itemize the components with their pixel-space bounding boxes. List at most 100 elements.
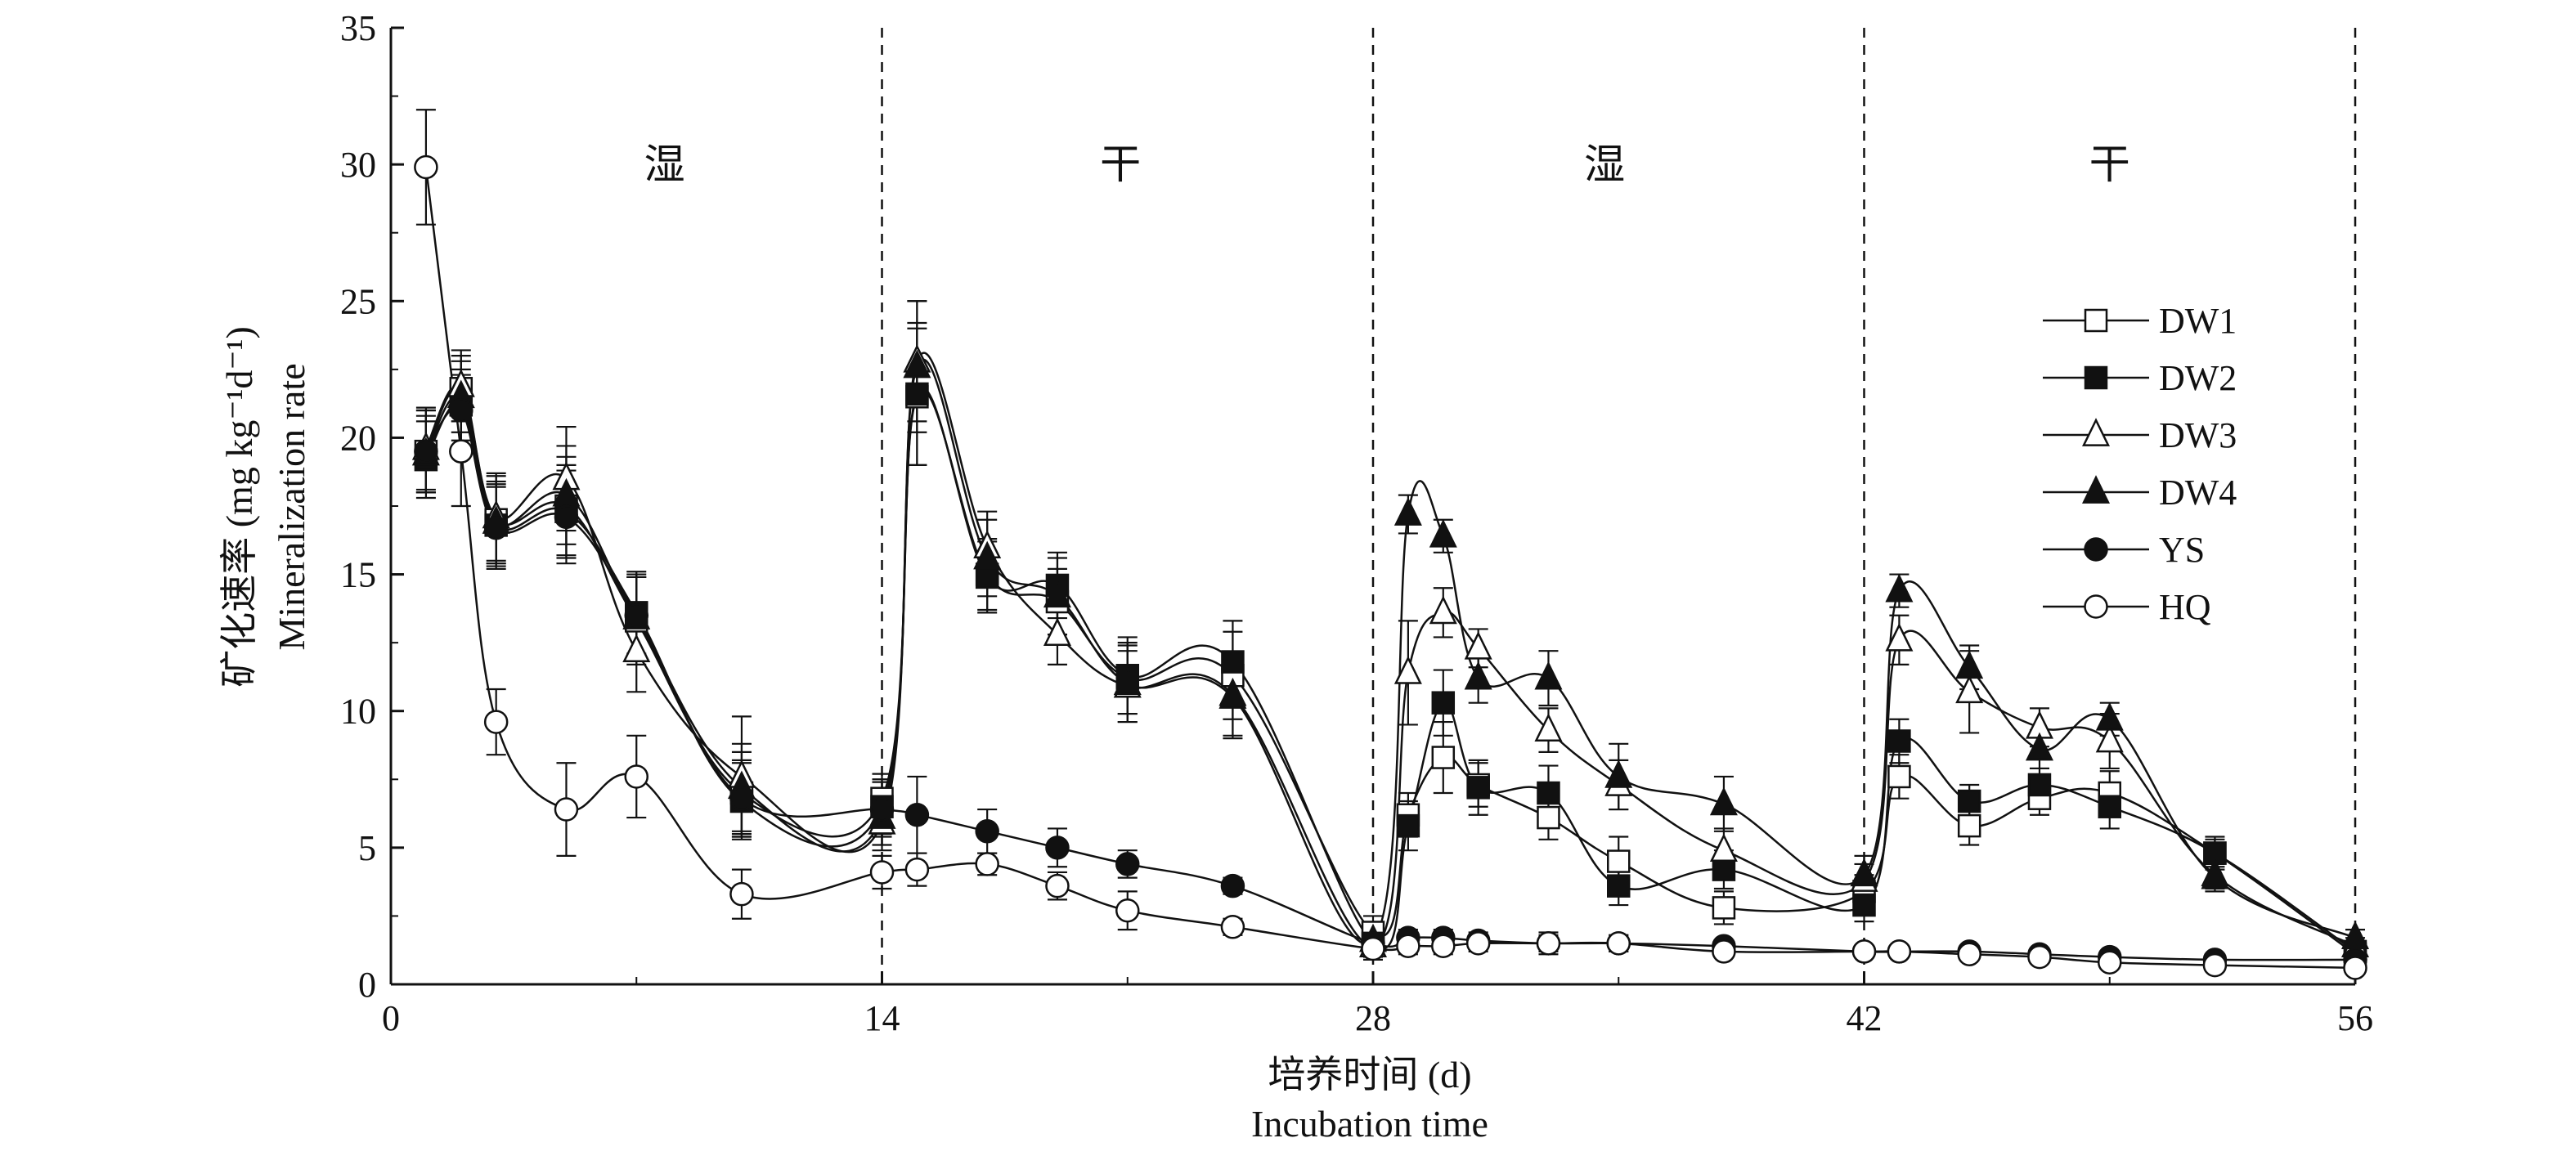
point-ys-9 [1045, 836, 1070, 860]
point-dw3-4 [622, 634, 651, 663]
point-dw2-20 [1887, 729, 1911, 753]
point-hq-18 [1712, 939, 1736, 964]
point-hq-7 [904, 857, 930, 882]
series-line-dw1 [424, 386, 2356, 956]
point-dw2-18 [1712, 858, 1736, 881]
point-dw3-13 [1393, 656, 1422, 684]
point-ys-5 [729, 786, 754, 811]
point-dw4-23 [2095, 701, 2124, 731]
point-ys-3 [554, 504, 579, 530]
y-tick-label-6: 30 [340, 145, 376, 185]
point-hq-23 [2098, 950, 2122, 975]
legend-label-dw2: DW2 [2159, 358, 2237, 398]
point-dw4-20 [1885, 573, 1914, 603]
point-hq-6 [869, 860, 895, 885]
point-ys-8 [975, 819, 999, 844]
legend-label-hq: HQ [2159, 587, 2211, 627]
point-hq-10 [1115, 898, 1140, 923]
point-dw4-17 [1604, 759, 1633, 788]
point-hq-15 [1465, 931, 1491, 956]
point-hq-4 [624, 764, 648, 789]
legend-label-dw3: DW3 [2159, 415, 2237, 455]
point-dw4-18 [1709, 786, 1738, 816]
series-line-hq [424, 167, 2356, 970]
phase-boundary-layer: 湿干湿干 [644, 28, 2357, 984]
point-dw2-16 [1537, 781, 1560, 805]
point-dw3-18 [1709, 833, 1738, 863]
x-tick-label-0: 0 [382, 998, 400, 1038]
point-dw2-11 [1221, 650, 1245, 674]
y-tick-label-7: 35 [340, 8, 376, 48]
series-line-dw3 [424, 352, 2356, 948]
phase-label-0: 湿 [644, 141, 685, 188]
y-tick-label-0: 0 [358, 965, 376, 1005]
point-dw3-23 [2095, 724, 2124, 753]
x-tick-label-4: 56 [2337, 998, 2373, 1038]
point-ys-10 [1115, 852, 1140, 876]
point-dw2-15 [1466, 776, 1490, 800]
y-tick-label-2: 10 [340, 692, 376, 732]
y-axis-title-cn: 矿化速率 (mg kg⁻¹d⁻¹) [218, 326, 260, 688]
y-tick-label-5: 25 [340, 281, 376, 321]
point-dw4-16 [1534, 661, 1563, 690]
point-dw2-17 [1607, 874, 1631, 898]
point-dw4-22 [2025, 732, 2053, 761]
x-axis-title-en: Incubation time [1251, 1103, 1488, 1145]
legend-label-dw4: DW4 [2159, 473, 2237, 513]
point-dw1-14 [1431, 746, 1456, 769]
point-dw3-15 [1464, 630, 1492, 660]
series-lines-layer [424, 167, 2356, 970]
point-dw2-19 [1852, 893, 1876, 917]
phase-label-2: 湿 [1584, 141, 1625, 188]
legend-label-dw1: DW1 [2159, 301, 2237, 341]
point-dw3-9 [1043, 617, 1071, 646]
point-ys-6 [869, 797, 895, 822]
y-tick-label-1: 5 [358, 828, 376, 868]
x-tick-label-1: 14 [864, 998, 900, 1038]
point-dw3-14 [1429, 595, 1457, 625]
point-ys-0 [414, 439, 438, 464]
point-dw1-21 [1957, 813, 1981, 838]
y-axis-title-en: Mineralization rate [271, 363, 312, 650]
data-points-layer [411, 155, 2370, 980]
point-hq-8 [975, 852, 999, 876]
point-ys-4 [624, 603, 648, 628]
point-hq-25 [2343, 956, 2367, 980]
point-dw1-18 [1712, 896, 1736, 920]
legend-marker-dw3 [2081, 418, 2111, 446]
point-dw1-20 [1887, 764, 1911, 789]
point-hq-0 [414, 155, 438, 180]
point-dw4-19 [1850, 858, 1878, 887]
phase-label-3: 干 [2089, 141, 2130, 188]
series-line-dw4 [424, 358, 2356, 945]
point-dw2-8 [975, 565, 999, 589]
point-hq-22 [2027, 944, 2052, 970]
point-hq-20 [1887, 939, 1912, 964]
legend-marker-dw4 [2081, 475, 2111, 504]
point-dw4-21 [1955, 650, 1984, 679]
y-tick-label-3: 15 [340, 555, 376, 595]
point-hq-11 [1220, 915, 1245, 939]
point-dw4-15 [1464, 661, 1492, 690]
x-axis-title-cn: 培养时间 (d) [1268, 1054, 1471, 1096]
point-dw3-16 [1534, 713, 1563, 742]
point-dw4-13 [1393, 497, 1422, 526]
point-dw2-22 [2027, 773, 2052, 797]
point-hq-5 [729, 881, 754, 907]
axis-titles: 培养时间 (d) Incubation time 矿化速率 (mg kg⁻¹d⁻… [218, 326, 1488, 1145]
point-dw4-14 [1429, 518, 1457, 548]
point-dw2-13 [1396, 813, 1420, 838]
point-hq-21 [1957, 942, 1981, 966]
point-dw2-14 [1431, 691, 1456, 715]
point-dw2-21 [1957, 789, 1981, 813]
point-dw4-10 [1113, 666, 1142, 696]
axes-layer: 0 5 10 15 20 25 30 35 0 14 28 42 56 [340, 8, 2373, 1038]
point-hq-12 [1361, 936, 1385, 961]
point-hq-3 [554, 797, 579, 822]
point-dw3-20 [1885, 622, 1914, 652]
point-dw4-9 [1043, 579, 1071, 608]
point-dw2-7 [905, 382, 929, 406]
point-dw4-11 [1218, 680, 1247, 709]
point-hq-17 [1606, 931, 1631, 956]
